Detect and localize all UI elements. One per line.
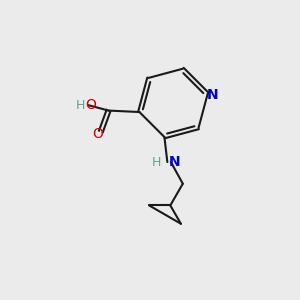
- Text: O: O: [86, 98, 97, 112]
- Text: O: O: [92, 127, 103, 141]
- Text: H: H: [152, 155, 161, 169]
- Text: N: N: [207, 88, 219, 102]
- Text: N: N: [169, 155, 181, 169]
- Text: H: H: [76, 99, 85, 112]
